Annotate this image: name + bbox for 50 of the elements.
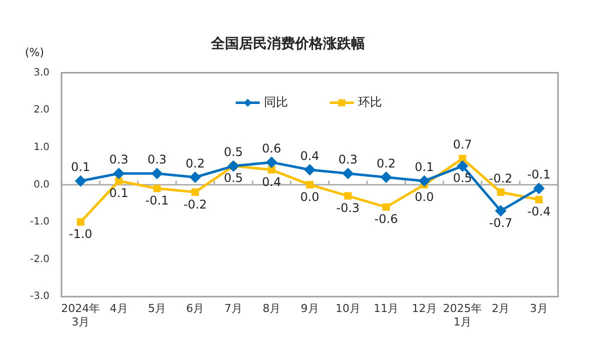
data-label: 0.4	[300, 148, 320, 163]
x-tick-label: 2025年 1月	[443, 302, 482, 328]
x-tick-label: 8月	[262, 302, 281, 316]
data-label: 0.2	[186, 156, 205, 170]
y-tick-label: -3.0	[30, 291, 50, 302]
data-label: -0.6	[374, 212, 398, 226]
data-label: 0.5	[224, 171, 243, 186]
data-label: 0.0	[300, 190, 320, 204]
data-label: -0.4	[527, 204, 551, 219]
data-label: -0.3	[336, 201, 360, 216]
data-label: 0.1	[414, 160, 434, 174]
x-tick-label: 3月	[530, 302, 548, 316]
data-label: 0.3	[338, 152, 358, 167]
data-label: 0.5	[224, 145, 243, 160]
data-label: -0.2	[183, 197, 207, 212]
x-tick-label: 4月	[110, 302, 128, 316]
data-label: -0.2	[489, 171, 512, 186]
data-label: 0.3	[147, 152, 167, 167]
chart-title: 全国居民消费价格涨跌幅	[210, 36, 365, 52]
y-axis-title: (%)	[24, 46, 44, 60]
legend-label: 环比	[358, 94, 382, 109]
x-tick-label: 10月	[335, 302, 360, 316]
x-tick-label: 6月	[186, 302, 204, 316]
x-tick-label: 2月	[492, 302, 510, 316]
data-label: 0.1	[71, 160, 90, 174]
data-label: -0.7	[489, 216, 512, 230]
x-tick-label: 2024年 3月	[61, 302, 100, 328]
x-tick-label: 11月	[374, 302, 399, 316]
legend-label: 同比	[264, 94, 288, 109]
data-label: -1.0	[68, 227, 92, 242]
data-label: -0.1	[145, 194, 169, 208]
data-label: 0.2	[376, 156, 396, 170]
x-tick-label: 7月	[224, 302, 242, 316]
data-label: 0.7	[452, 138, 472, 152]
y-tick-label: 1.0	[34, 142, 50, 153]
data-label: 0.0	[414, 190, 434, 204]
y-tick-label: -2.0	[30, 254, 50, 265]
data-label: -0.1	[527, 168, 551, 182]
data-label: 0.1	[109, 186, 128, 200]
x-tick-label: 5月	[148, 302, 166, 316]
x-tick-label: 12月	[412, 302, 437, 316]
y-tick-label: 2.0	[34, 104, 50, 116]
y-tick-label: 3.0	[34, 67, 50, 78]
x-tick-label: 9月	[300, 302, 319, 316]
data-label: 0.5	[452, 171, 472, 186]
y-tick-label: 0.0	[34, 179, 50, 190]
data-label: 0.6	[262, 141, 282, 156]
data-label: 0.4	[262, 174, 282, 189]
y-tick-label: -1.0	[30, 216, 50, 228]
data-label: 0.3	[109, 152, 128, 167]
